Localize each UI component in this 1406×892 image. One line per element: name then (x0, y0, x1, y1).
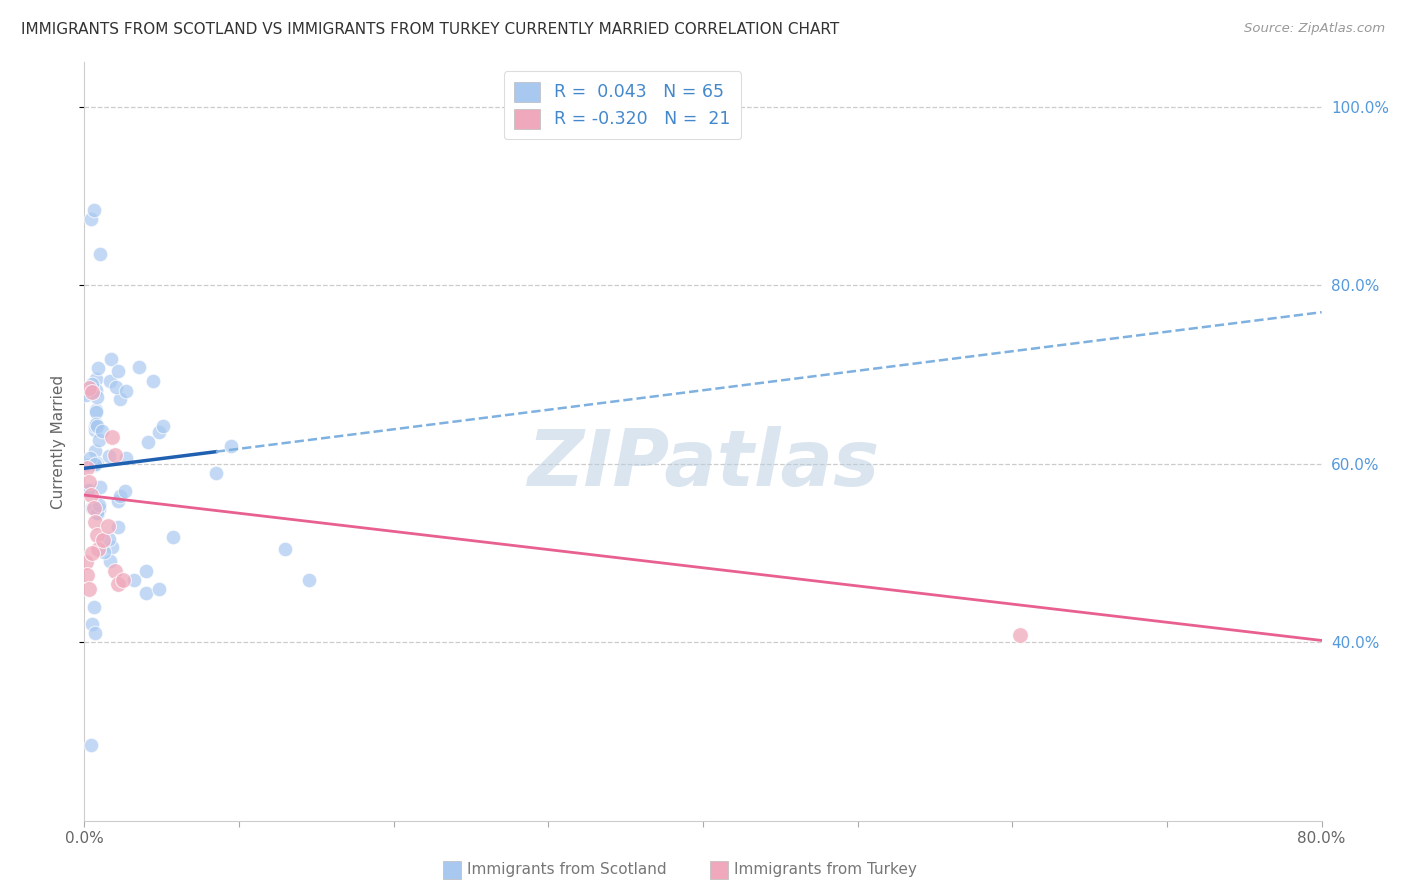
Point (136, 434, 159, 449)
Point (82, 617, 104, 632)
Point (135, 585, 157, 599)
Text: Immigrants from Turkey: Immigrants from Turkey (734, 863, 917, 877)
Point (104, 564, 127, 578)
Point (82, 377, 104, 392)
Point (96, 519, 118, 533)
Point (114, 484, 136, 499)
Point (91, 424, 114, 438)
Point (107, 494, 129, 508)
Point (84, 383, 107, 397)
Point (115, 384, 138, 399)
Point (86, 506, 108, 520)
Point (89, 433, 111, 447)
Point (76, 461, 98, 475)
Legend: R =  0.043   N = 65, R = -0.320   N =  21: R = 0.043 N = 65, R = -0.320 N = 21 (503, 71, 741, 139)
Point (86, 418, 108, 433)
Point (83, 501, 105, 516)
Point (77, 483, 100, 497)
Point (1008, 628, 1031, 642)
Point (86, 528, 108, 542)
Point (104, 448, 127, 462)
Point (93, 544, 115, 558)
Point (77, 582, 100, 596)
Point (79, 488, 101, 502)
Point (107, 363, 129, 377)
Point (87, 541, 110, 556)
Point (77, 475, 100, 489)
Point (97, 449, 120, 463)
Point (76, 568, 98, 582)
Point (75, 555, 97, 569)
Point (162, 530, 184, 544)
Text: ZIPatlas: ZIPatlas (527, 426, 879, 502)
Point (83, 599, 105, 614)
Point (86, 372, 108, 386)
Point (80, 501, 103, 516)
Point (104, 379, 127, 393)
Point (84, 626, 107, 640)
Point (142, 374, 165, 388)
Point (84, 515, 107, 529)
Point (82, 546, 104, 560)
Point (84, 417, 107, 432)
Point (110, 489, 132, 503)
Point (100, 352, 122, 367)
Point (89, 247, 111, 261)
Point (112, 573, 135, 587)
Point (86, 390, 108, 404)
Point (128, 359, 150, 374)
Point (87, 360, 110, 375)
Point (86, 456, 108, 470)
Text: Source: ZipAtlas.com: Source: ZipAtlas.com (1244, 22, 1385, 36)
Point (79, 450, 101, 465)
Point (86, 403, 108, 417)
Point (98, 374, 121, 388)
Point (89, 481, 111, 495)
Point (107, 577, 129, 591)
Point (297, 573, 319, 587)
Point (148, 582, 170, 596)
Point (107, 520, 129, 534)
Point (84, 404, 107, 418)
Point (84, 418, 107, 433)
Point (98, 532, 121, 546)
Point (84, 457, 107, 471)
Point (101, 540, 124, 554)
Point (110, 392, 132, 407)
Point (84, 443, 107, 458)
Point (122, 573, 145, 587)
Point (205, 466, 228, 480)
Point (101, 430, 124, 444)
Point (274, 541, 297, 556)
Point (84, 423, 107, 437)
Point (152, 419, 174, 434)
Point (89, 502, 111, 516)
Point (79, 738, 101, 752)
Point (79, 211, 101, 226)
Point (135, 564, 157, 578)
Point (83, 202, 105, 217)
Point (87, 506, 110, 520)
Point (82, 385, 104, 400)
Point (114, 450, 136, 465)
Point (98, 554, 121, 568)
Point (89, 498, 111, 512)
Point (77, 381, 100, 395)
Point (219, 439, 242, 453)
Point (83, 458, 105, 472)
Point (91, 533, 114, 547)
Point (148, 425, 170, 439)
Text: IMMIGRANTS FROM SCOTLAND VS IMMIGRANTS FROM TURKEY CURRENTLY MARRIED CORRELATION: IMMIGRANTS FROM SCOTLAND VS IMMIGRANTS F… (21, 22, 839, 37)
Point (79, 483, 101, 498)
Point (76, 458, 98, 472)
Point (75, 387, 97, 401)
Text: Immigrants from Scotland: Immigrants from Scotland (467, 863, 666, 877)
Y-axis label: Currently Married: Currently Married (51, 375, 66, 508)
